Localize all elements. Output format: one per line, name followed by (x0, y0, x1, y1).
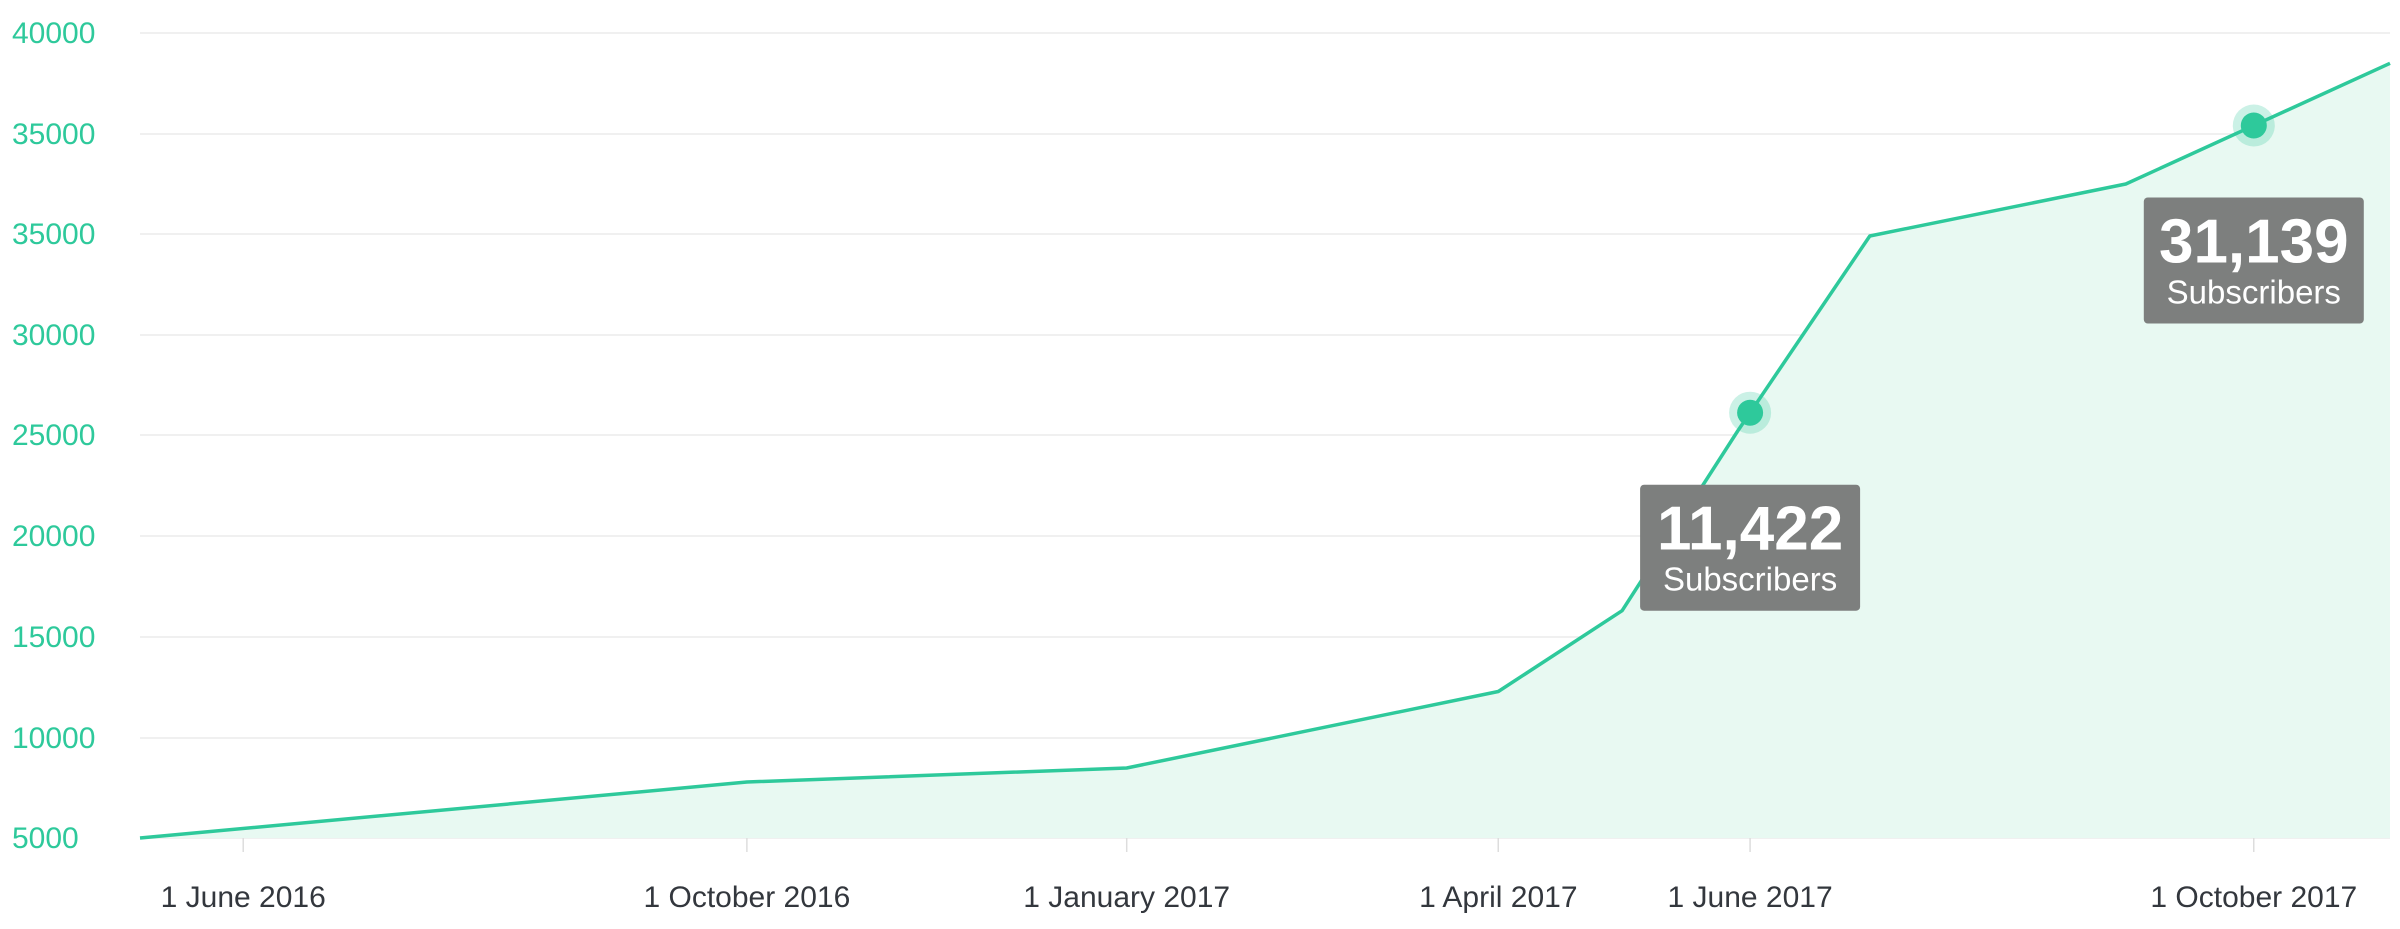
tooltip-box (1640, 484, 1861, 611)
y-tick-label: 5000 (12, 822, 79, 855)
y-tick-label: 10000 (12, 722, 95, 755)
y-tick-label: 15000 (12, 621, 95, 654)
series-line (139, 61, 2391, 840)
area-fill (140, 63, 2390, 839)
x-tick-label: 1 October 2016 (643, 881, 850, 914)
highlight-marker (1737, 399, 1764, 426)
x-tick-label: 1 January 2017 (1023, 881, 1230, 914)
x-tick-label: 1 June 2016 (161, 881, 326, 914)
tooltip-label: Subscribers (2167, 274, 2341, 311)
y-tick-label: 35000 (12, 118, 95, 151)
y-tick-label: 20000 (12, 520, 95, 553)
tooltip-label: Subscribers (1663, 561, 1837, 598)
y-tick-label: 25000 (12, 419, 95, 452)
y-tick-label: 30000 (12, 319, 95, 352)
tooltip-box (2143, 197, 2364, 324)
x-tick-label: 1 June 2017 (1668, 881, 1833, 914)
y-tick-label: 40000 (12, 17, 95, 50)
x-tick-label: 1 April 2017 (1419, 881, 1577, 914)
y-tick-label: 35000 (12, 218, 95, 251)
highlight-marker (2240, 112, 2267, 139)
x-tick-label: 1 October 2017 (2150, 881, 2357, 914)
tooltip-value: 31,139 (2159, 208, 2349, 277)
tooltip-value: 11,422 (1657, 495, 1843, 564)
